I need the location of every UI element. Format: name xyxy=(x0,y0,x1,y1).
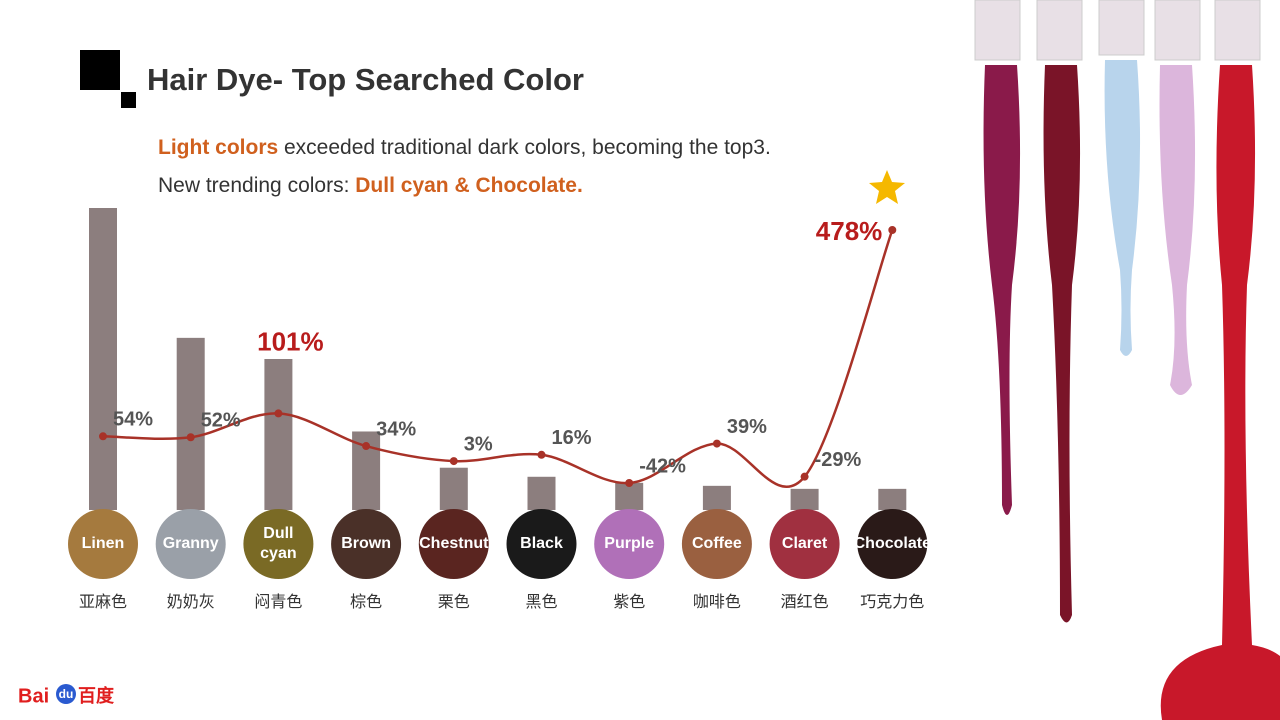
data-label: 3% xyxy=(464,433,493,455)
category-label: Linen xyxy=(82,535,125,552)
hair-swatch xyxy=(331,509,402,579)
subtitle-segment: Light colors xyxy=(158,136,278,159)
line-point xyxy=(362,442,371,451)
hair-swatch xyxy=(594,509,665,579)
category-label-cn: 栗色 xyxy=(438,593,470,611)
subtitle: Light colors exceeded traditional dark c… xyxy=(158,136,771,159)
bar xyxy=(439,467,468,510)
title-icon xyxy=(80,50,120,90)
category-label: Chocolate xyxy=(854,535,931,552)
data-label: -42% xyxy=(639,455,686,477)
category-label-line: cyan xyxy=(260,545,296,562)
data-label: -29% xyxy=(815,449,862,471)
bar xyxy=(89,208,117,510)
category-label: Coffee xyxy=(692,535,742,552)
data-label: 16% xyxy=(552,427,592,449)
bar xyxy=(527,476,556,510)
subtitle-segment: New trending colors: xyxy=(158,174,355,197)
logo-text: Bai xyxy=(18,685,49,707)
hair-swatch xyxy=(68,509,138,579)
data-label: 52% xyxy=(201,410,241,432)
category-label-cn: 咖啡色 xyxy=(693,593,741,611)
chart-title: Hair Dye- Top Searched Color xyxy=(147,62,584,97)
star-icon xyxy=(869,170,905,204)
hair-swatch xyxy=(155,509,226,579)
hair-swatch xyxy=(857,509,928,579)
category-label-cn: 巧克力色 xyxy=(860,593,924,611)
line-point xyxy=(274,409,283,418)
subtitle: New trending colors: Dull cyan & Chocola… xyxy=(158,174,583,197)
category-label: Brown xyxy=(341,535,391,552)
line-point xyxy=(537,450,546,459)
subtitle-segment: Dull cyan & Chocolate. xyxy=(355,174,583,197)
bar xyxy=(702,485,731,510)
line xyxy=(102,229,894,488)
data-label: 39% xyxy=(727,416,767,438)
line-point xyxy=(712,439,721,448)
category-label: Claret xyxy=(782,535,828,552)
bar xyxy=(615,482,644,510)
category-label: Purple xyxy=(604,535,654,552)
data-label: 101% xyxy=(257,326,324,356)
line-point xyxy=(625,479,634,487)
logo-text: 百度 xyxy=(78,685,115,706)
category-label: Black xyxy=(520,535,563,552)
hair-swatch xyxy=(769,509,840,579)
category-label-cn: 亚麻色 xyxy=(79,593,127,611)
hair-swatch xyxy=(418,509,489,579)
subtitle-segment: exceeded traditional dark colors, becomi… xyxy=(278,136,771,159)
category-label: Chestnut xyxy=(419,535,489,552)
category-label-cn: 紫色 xyxy=(613,593,645,611)
category-label-cn: 闷青色 xyxy=(254,593,302,611)
logo: Bai du 百度 xyxy=(18,684,115,707)
hair-swatch xyxy=(506,509,577,579)
line-point xyxy=(449,457,458,466)
nail-polish-image xyxy=(974,0,1280,720)
line-point xyxy=(186,433,195,442)
bar xyxy=(264,359,293,510)
category-label: Dull cyan xyxy=(260,525,296,562)
hair-swatch xyxy=(681,509,752,579)
category-label-cn: 黑色 xyxy=(525,593,557,611)
category-label: Granny xyxy=(163,535,219,552)
line-point xyxy=(888,226,897,234)
data-label: 478% xyxy=(816,216,883,246)
data-label: 54% xyxy=(113,409,153,431)
category-label-line: Dull xyxy=(263,525,293,542)
category-label-cn: 棕色 xyxy=(350,593,382,611)
bar xyxy=(878,488,907,510)
category-label-cn: 酒红色 xyxy=(781,593,829,611)
data-label: 34% xyxy=(376,418,416,440)
hair-swatch xyxy=(243,509,314,579)
bar xyxy=(790,488,819,510)
line-point xyxy=(99,432,107,441)
bar xyxy=(176,337,205,510)
title-icon xyxy=(121,92,136,108)
category-label-cn: 奶奶灰 xyxy=(167,593,215,611)
logo-text: du xyxy=(59,687,74,701)
line-point xyxy=(800,472,809,481)
